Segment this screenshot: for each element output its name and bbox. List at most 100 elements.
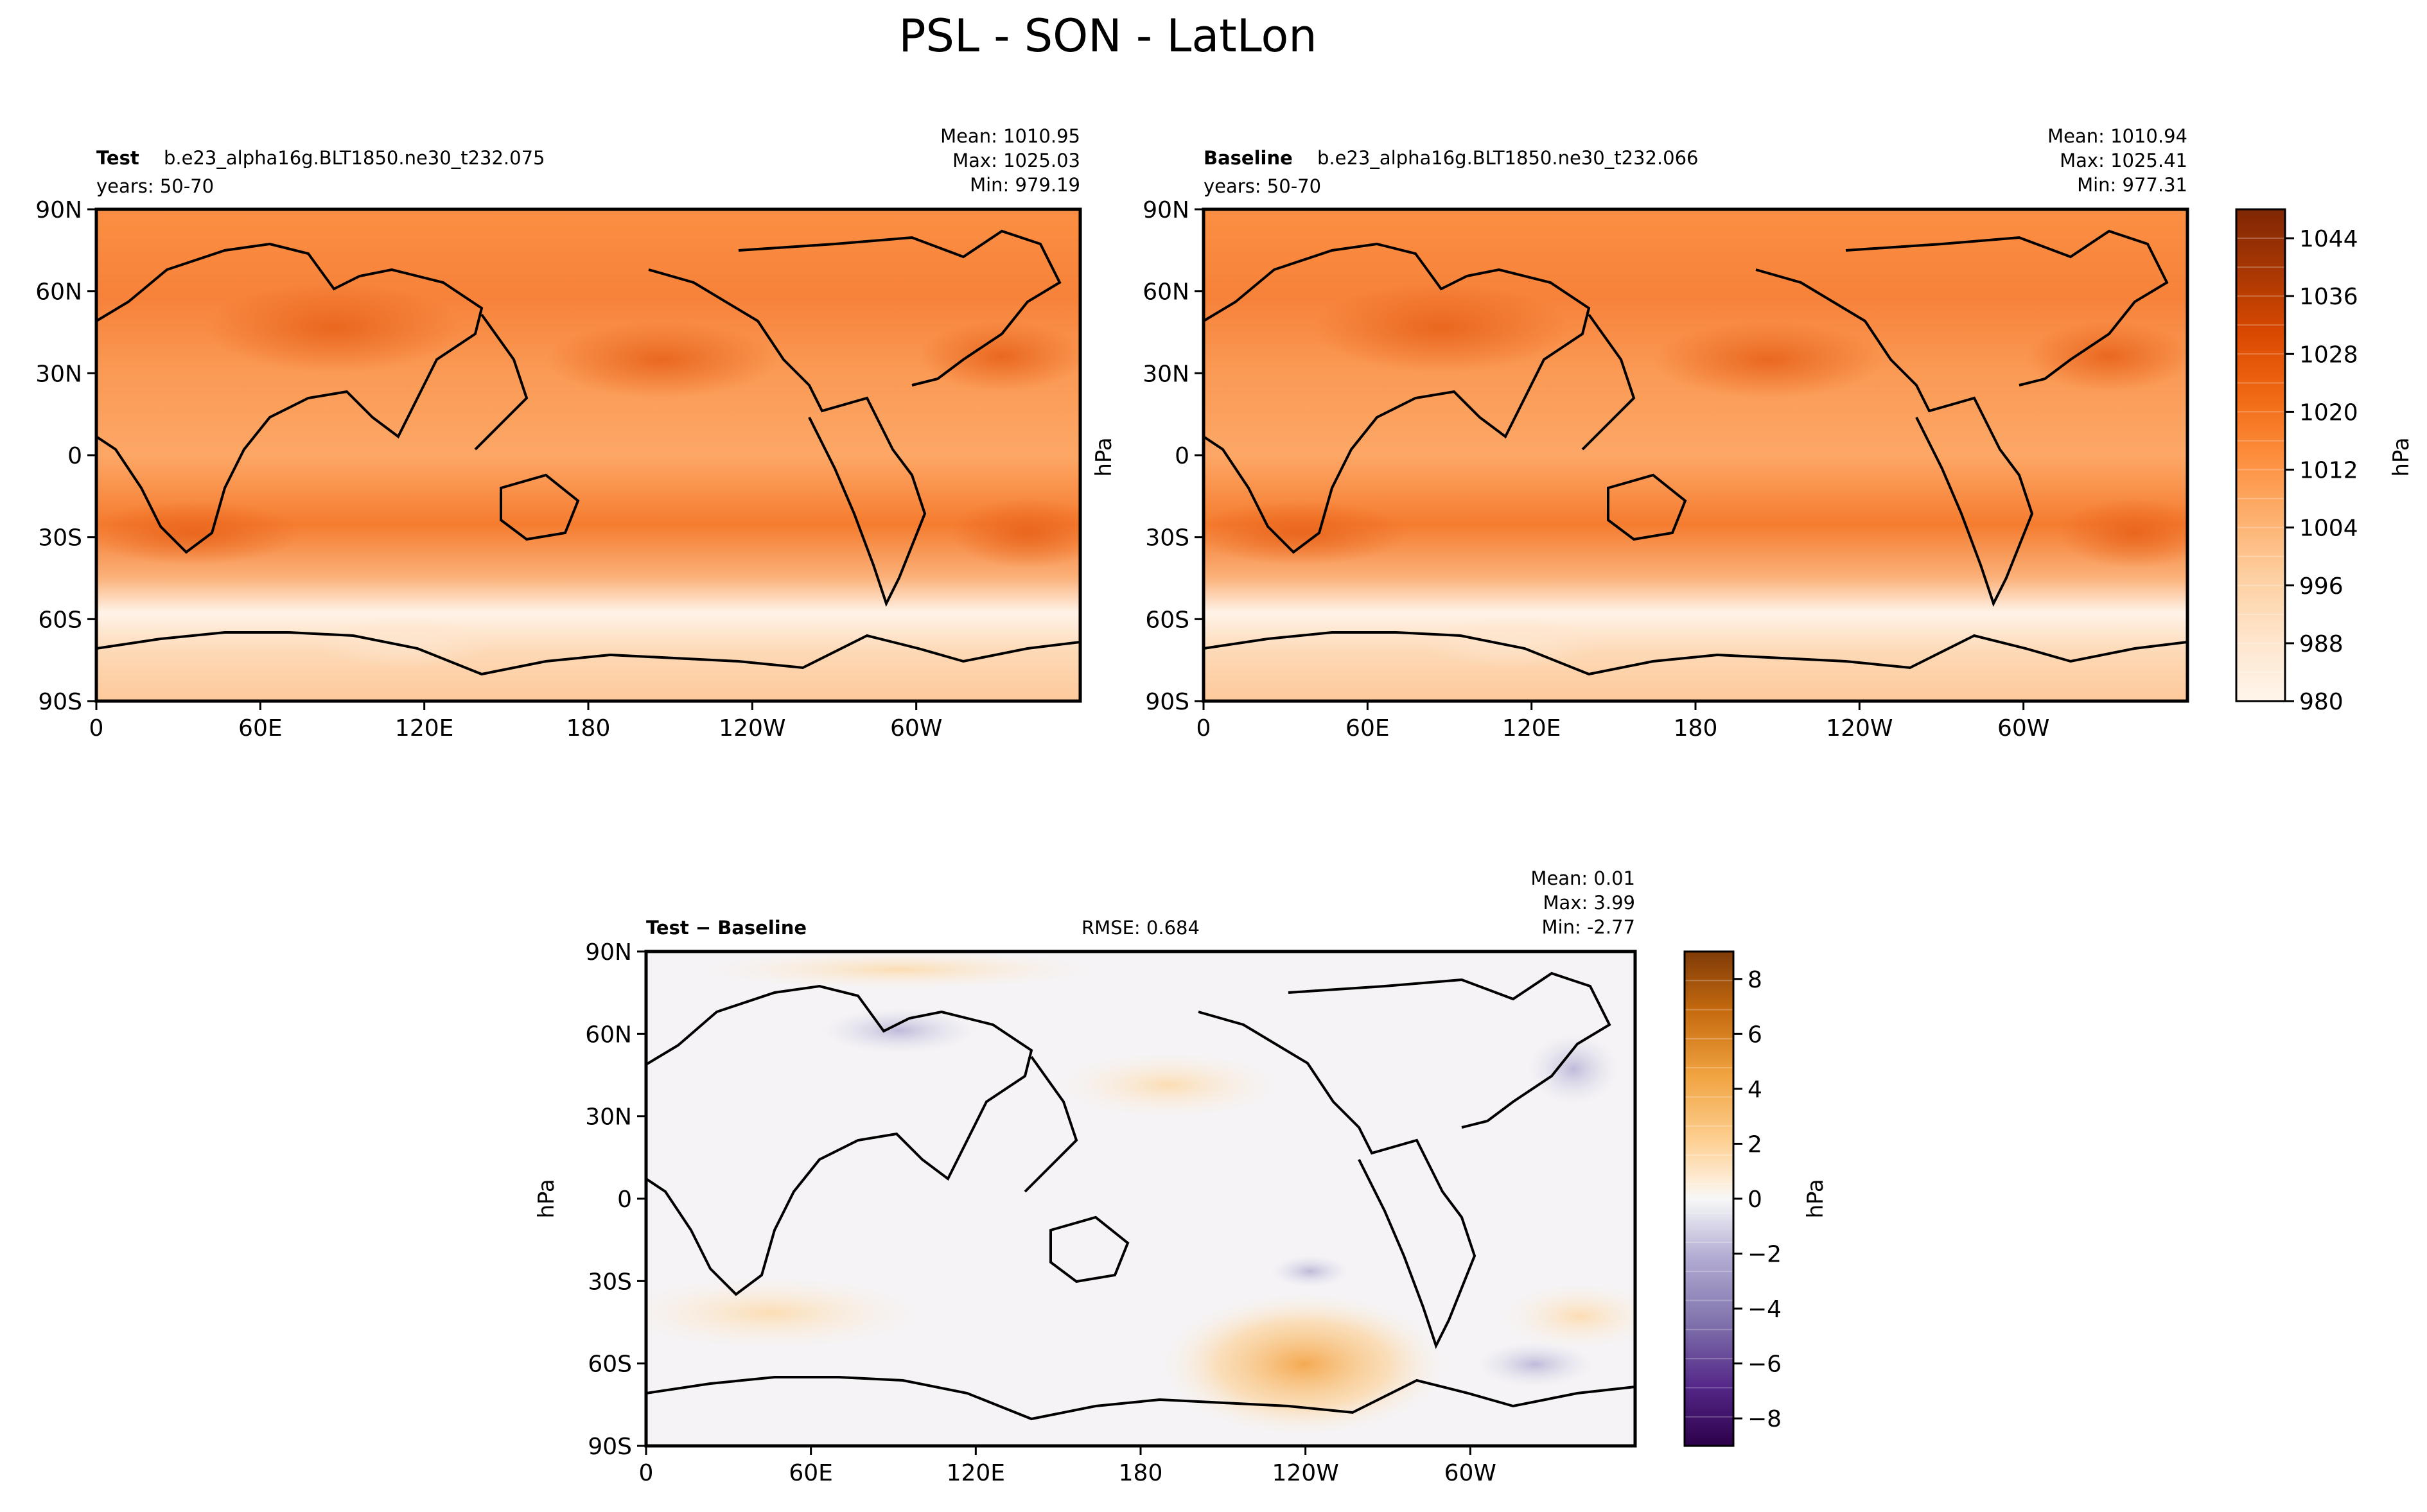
test-max: Max: 1025.03	[952, 150, 1080, 171]
baseline-high-pressure-cell	[2058, 498, 2187, 568]
difference-min: Min: -2.77	[1542, 916, 1635, 938]
colorbar-tick-label: 988	[2299, 631, 2344, 657]
colorbar-tick-label: 980	[2299, 689, 2344, 715]
test-case-label: Test	[96, 147, 139, 169]
baseline-high-pressure-cell	[2026, 321, 2187, 392]
colorbar-tick-label: 4	[1748, 1077, 1762, 1103]
main-colorbar-label: hPa	[2388, 437, 2414, 476]
x-tick-label: 60W	[890, 715, 942, 742]
test-min: Min: 979.19	[970, 174, 1080, 196]
baseline-panel: Baseline b.e23_alpha16g.BLT1850.ne30_t23…	[1091, 125, 2189, 742]
y-tick-label: 30S	[588, 1269, 632, 1295]
difference-ylabel: hPa	[534, 1179, 559, 1218]
y-tick-label: 90S	[588, 1434, 632, 1460]
x-tick-label: 120W	[1826, 715, 1893, 742]
test-axis-ticks: 0 60E 120E 180 120W 60W 90N 60N 30N 0 30S 60S 90S	[35, 197, 942, 742]
difference-max: Max: 3.99	[1543, 892, 1635, 914]
y-tick-label: 60N	[35, 279, 82, 306]
x-tick-label: 60E	[789, 1460, 833, 1486]
y-tick-label: 90N	[585, 939, 632, 966]
baseline-high-pressure-cell	[1204, 501, 1409, 565]
colorbar-tick-label: 1020	[2299, 399, 2358, 426]
test-high-pressure-cell	[546, 321, 777, 398]
difference-axis-ticks: 0 60E 120E 180 120W 60W 90N 60N 30N 0 30S 60S 90S	[585, 939, 1496, 1486]
colorbar-tick-label: 996	[2299, 573, 2344, 600]
y-tick-label: 90S	[1145, 689, 1189, 715]
x-tick-label: 120E	[947, 1460, 1005, 1486]
x-tick-label: 120W	[1272, 1460, 1339, 1486]
test-labels: Test b.e23_alpha16g.BLT1850.ne30_t232.07…	[96, 125, 1080, 197]
colorbar-tick-label: 1028	[2299, 342, 2358, 368]
figure-title: PSL - SON - LatLon	[898, 10, 1317, 62]
test-years: years: 50-70	[96, 175, 214, 197]
difference-positive-anomaly	[646, 1278, 918, 1348]
baseline-mean: Mean: 1010.94	[2047, 125, 2187, 147]
y-tick-label: 30N	[35, 361, 82, 387]
test-field	[96, 209, 1080, 701]
colorbar-tick-label: −8	[1748, 1406, 1782, 1432]
baseline-field	[1204, 209, 2187, 701]
test-panel: Test b.e23_alpha16g.BLT1850.ne30_t232.07…	[35, 125, 1082, 742]
main-colorbar-ticks: 1044 1036 1028 1020 1012 1004 996 988 980	[2285, 226, 2358, 715]
x-tick-label: 60W	[1997, 715, 2049, 742]
difference-labels: Test − Baseline RMSE: 0.684 Mean: 0.01 M…	[534, 867, 1635, 1219]
difference-positive-anomaly	[1060, 1053, 1278, 1117]
difference-negative-anomaly	[1272, 1255, 1349, 1287]
colorbar-tick-label: 6	[1748, 1021, 1762, 1048]
test-case-name: b.e23_alpha16g.BLT1850.ne30_t232.075	[164, 147, 545, 169]
y-tick-label: 60S	[38, 607, 82, 633]
baseline-high-pressure-cell	[1313, 282, 1570, 372]
difference-colorbar: 8 6 4 2 0 −2 −4 −6 −8 hPa	[1683, 950, 1828, 1447]
baseline-coastlines	[1204, 229, 2187, 676]
baseline-low-pressure-area	[1422, 616, 1602, 668]
difference-case-label: Test − Baseline	[646, 917, 807, 939]
main-colorbar: 1044 1036 1028 1020 1012 1004 996 988 980 hPa	[2235, 208, 2414, 715]
y-tick-label: 60S	[1145, 607, 1189, 633]
main-colorbar-fill	[2236, 209, 2285, 701]
colorbar-tick-label: 1036	[2299, 284, 2358, 310]
colorbar-tick-label: −4	[1748, 1296, 1782, 1323]
y-tick-label: 60N	[1143, 279, 1189, 306]
y-tick-label: 30S	[38, 525, 82, 552]
y-tick-label: 60N	[585, 1021, 632, 1048]
colorbar-tick-label: −6	[1748, 1351, 1782, 1378]
difference-negative-anomaly	[1529, 1034, 1618, 1104]
y-tick-label: 90N	[35, 197, 82, 223]
x-tick-label: 60W	[1444, 1460, 1496, 1486]
x-tick-label: 60E	[1345, 715, 1390, 742]
difference-positive-anomaly	[1162, 1294, 1445, 1435]
y-tick-label: 30S	[1145, 525, 1189, 552]
colorbar-tick-label: 2	[1748, 1131, 1762, 1158]
x-tick-label: 0	[1196, 715, 1211, 742]
x-tick-label: 120E	[1502, 715, 1561, 742]
difference-negative-anomaly	[1477, 1342, 1593, 1387]
colorbar-tick-label: −2	[1748, 1242, 1782, 1268]
x-tick-label: 0	[89, 715, 104, 742]
x-tick-label: 120W	[719, 715, 785, 742]
difference-mean: Mean: 0.01	[1530, 867, 1635, 889]
difference-field	[646, 952, 1635, 1446]
y-tick-label: 0	[1175, 443, 1189, 469]
colorbar-tick-label: 1004	[2299, 516, 2358, 542]
baseline-ylabel: hPa	[1091, 437, 1117, 476]
difference-colorbar-label: hPa	[1803, 1179, 1828, 1218]
difference-negative-anomaly	[822, 1008, 976, 1053]
y-tick-label: 90N	[1143, 197, 1189, 223]
baseline-axis-ticks: 0 60E 120E 180 120W 60W 90N 60N 30N 0 30S 60S 90S	[1143, 197, 2049, 742]
main-colorbar-bands	[2236, 238, 2285, 673]
y-tick-label: 30N	[1143, 361, 1189, 387]
test-high-pressure-cell	[96, 501, 302, 565]
difference-positive-anomaly	[1503, 1284, 1635, 1348]
difference-panel: Test − Baseline RMSE: 0.684 Mean: 0.01 M…	[534, 867, 1637, 1486]
test-high-pressure-cell	[206, 282, 462, 372]
baseline-min: Min: 977.31	[2077, 174, 2187, 196]
y-tick-label: 90S	[38, 689, 82, 715]
difference-colorbar-fill	[1685, 952, 1733, 1446]
difference-positive-anomaly	[706, 952, 1092, 989]
baseline-labels: Baseline b.e23_alpha16g.BLT1850.ne30_t23…	[1091, 125, 2187, 477]
colorbar-tick-label: 1044	[2299, 226, 2358, 252]
test-low-pressure-area	[315, 616, 495, 668]
test-coastlines	[96, 229, 1080, 676]
x-tick-label: 180	[566, 715, 611, 742]
